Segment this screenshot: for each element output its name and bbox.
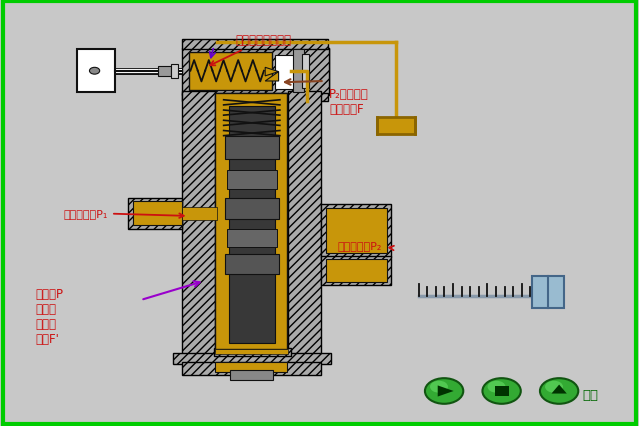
Text: 一次压力油P₁: 一次压力油P₁ bbox=[64, 208, 183, 219]
Bar bbox=[214, 348, 291, 356]
Circle shape bbox=[540, 378, 578, 404]
Polygon shape bbox=[551, 385, 567, 394]
Text: P₂等于或大
于弹簧力F: P₂等于或大 于弹簧力F bbox=[329, 88, 369, 116]
Text: 由小孔溢流回油箱: 由小孔溢流回油箱 bbox=[210, 35, 291, 66]
Bar bbox=[265, 49, 329, 96]
Circle shape bbox=[482, 378, 521, 404]
Circle shape bbox=[425, 378, 463, 404]
Circle shape bbox=[430, 381, 448, 393]
Bar bbox=[302, 55, 309, 89]
Bar bbox=[377, 118, 415, 134]
Bar bbox=[133, 202, 182, 226]
Bar bbox=[182, 207, 217, 221]
Bar bbox=[321, 256, 391, 285]
Polygon shape bbox=[265, 72, 279, 82]
Text: 压力差P
等于或
大于弹
簧力F': 压力差P 等于或 大于弹 簧力F' bbox=[35, 288, 63, 345]
Bar bbox=[230, 371, 273, 380]
Circle shape bbox=[488, 381, 505, 393]
Bar bbox=[225, 198, 279, 219]
Polygon shape bbox=[265, 68, 279, 77]
Bar bbox=[182, 49, 329, 96]
Bar bbox=[189, 52, 272, 91]
Bar bbox=[225, 136, 279, 160]
Bar bbox=[275, 55, 294, 89]
Bar bbox=[171, 65, 178, 78]
Bar bbox=[215, 94, 287, 349]
Bar bbox=[182, 92, 215, 356]
Circle shape bbox=[545, 381, 563, 393]
Bar bbox=[182, 94, 328, 101]
Bar bbox=[215, 363, 287, 372]
Polygon shape bbox=[438, 386, 454, 397]
Bar bbox=[215, 349, 288, 354]
Bar bbox=[288, 92, 321, 356]
Bar bbox=[495, 386, 509, 396]
Bar bbox=[182, 362, 321, 375]
Bar bbox=[225, 254, 279, 275]
Bar bbox=[173, 354, 331, 364]
Bar bbox=[227, 229, 277, 247]
Bar bbox=[158, 66, 171, 77]
Bar bbox=[321, 204, 391, 258]
Bar bbox=[326, 209, 387, 253]
Bar bbox=[128, 199, 182, 229]
Bar bbox=[326, 260, 387, 282]
Bar bbox=[229, 106, 275, 343]
Bar bbox=[293, 50, 304, 93]
Bar bbox=[532, 276, 564, 308]
Bar bbox=[182, 40, 328, 50]
Text: 二次压力油P₂: 二次压力油P₂ bbox=[337, 240, 394, 250]
Bar bbox=[227, 170, 277, 190]
Bar bbox=[77, 50, 115, 93]
Circle shape bbox=[89, 68, 100, 75]
Text: 返回: 返回 bbox=[583, 389, 599, 401]
